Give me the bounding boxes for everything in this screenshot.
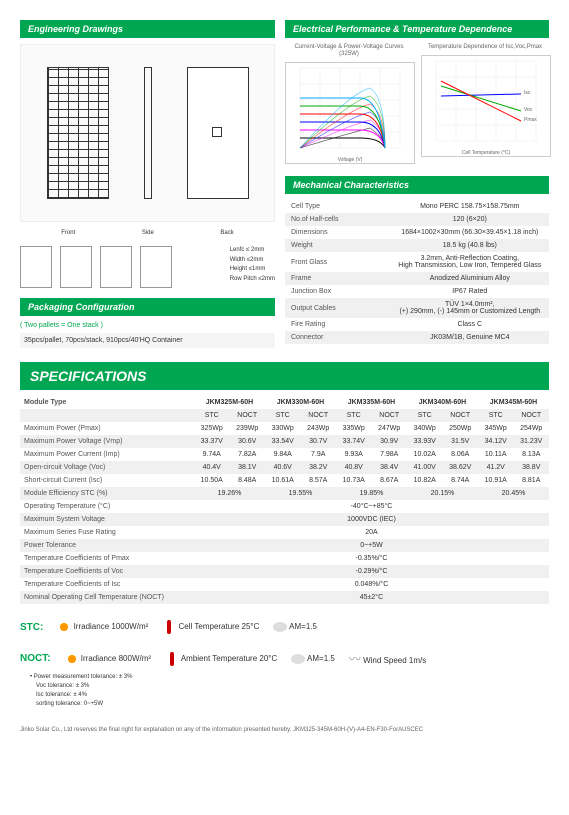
svg-text:Voc: Voc: [524, 107, 533, 113]
svg-text:Isc: Isc: [524, 90, 531, 96]
temp-dep-chart: Isc Voc Pmax Cell Temperature (°C): [421, 55, 551, 157]
heading-spec: SPECIFICATIONS: [20, 362, 549, 390]
dim-rowpitch: Row Pitch ≤2mm: [230, 275, 275, 285]
tol-power: Power measurement tolerance: ± 3%: [34, 674, 133, 680]
eng-drawing-area: [20, 44, 275, 222]
mech-row: FrameAnodized Aluminium Alloy: [285, 272, 549, 285]
spec-row: Nominal Operating Cell Temperature (NOCT…: [20, 591, 549, 604]
spec-row: Maximum Power (Pmax)325Wp239Wp330Wp243Wp…: [20, 422, 549, 435]
pkg-text: 35pcs/pallet, 70pcs/stack, 910pcs/40'HQ …: [20, 333, 275, 348]
profile-2: [60, 246, 92, 288]
wind-icon: 〰: [349, 652, 361, 666]
noct-label: NOCT:: [20, 653, 51, 664]
mech-row: Front Glass3.2mm, Anti-Reflection Coatin…: [285, 252, 549, 272]
spec-row: Maximum Power Voltage (Vmp)33.37V30.6V33…: [20, 435, 549, 448]
stc-label: STC:: [20, 622, 43, 633]
chart-iv-title: Current-Voltage & Power-Voltage Curves (…: [285, 44, 413, 58]
tol-isc: Isc tolerance: ± 4%: [36, 691, 549, 700]
mech-row: No.of Half-cells120 (6×20): [285, 213, 549, 226]
spec-row: Operating Temperature (°C)-40°C~+85°C: [20, 500, 549, 513]
spec-row: Maximum Series Fuse Rating20A: [20, 526, 549, 539]
noct-temp: Ambient Temperature 20°C: [181, 654, 277, 663]
panel-side-view: [144, 67, 152, 199]
spec-row: Maximum System Voltage1000VDC (IEC): [20, 513, 549, 526]
mech-row: Output CablesTÜV 1×4.0mm², (+) 290mm, (-…: [285, 298, 549, 318]
spec-row: Module Efficiency STC (%)19.26%19.55%19.…: [20, 487, 549, 500]
spec-row: Power Tolerance0~+5W: [20, 539, 549, 552]
spec-row: Maximum Power Current (Imp)9.74A7.82A9.8…: [20, 448, 549, 461]
spec-row: STCNOCTSTCNOCTSTCNOCTSTCNOCTSTCNOCT: [20, 409, 549, 422]
mech-row: Cell TypeMono PERC 158.75×158.75mm: [285, 200, 549, 213]
iv-curve-chart: Voltage (V): [285, 62, 415, 164]
sun-icon: [57, 620, 71, 634]
heading-elec: Electrical Performance & Temperature Dep…: [285, 20, 549, 38]
svg-text:Pmax: Pmax: [524, 117, 537, 123]
mech-row: Dimensions1684×1002×30mm (66.30×39.45×1.…: [285, 226, 549, 239]
dim-height: Height ≤1mm: [230, 265, 275, 275]
tol-sort: sorting tolerance: 0~+5W: [36, 700, 549, 709]
spec-row: Short-circuit Current (Isc)10.50A8.48A10…: [20, 474, 549, 487]
pkg-note: ( Two pallets = One stack ): [20, 322, 275, 329]
noct-wind: Wind Speed 1m/s: [363, 656, 426, 665]
dim-lena: Lenfc ≤ 2mm: [230, 246, 275, 256]
cloud-icon: [273, 622, 287, 632]
stc-temp: Cell Temperature 25°C: [179, 622, 260, 631]
stc-am: AM=1.5: [289, 622, 317, 631]
mech-table: Cell TypeMono PERC 158.75×158.75mmNo.of …: [285, 200, 549, 344]
mech-row: ConnectorJK03M/1B, Genuine MC4: [285, 331, 549, 344]
stc-irr: Irradiance 1000W/m²: [74, 622, 149, 631]
thermometer-icon: [167, 620, 171, 634]
dim-width: Width ≤2mm: [230, 256, 275, 266]
profile-4: [140, 246, 172, 288]
spec-row: Temperature Coefficients of Voc-0.29%/°C: [20, 565, 549, 578]
svg-text:Cell Temperature (°C): Cell Temperature (°C): [462, 150, 511, 156]
spec-row: Open-circuit Voltage (Voc)40.4V38.1V40.6…: [20, 461, 549, 474]
panel-front-view: [47, 67, 109, 199]
label-back: Back: [220, 230, 233, 236]
sun-icon: [65, 652, 79, 666]
heading-pkg: Packaging Configuration: [20, 298, 275, 316]
label-front: Front: [61, 230, 75, 236]
noct-am: AM=1.5: [307, 654, 335, 663]
chart-temp-title: Temperature Dependence of Isc,Voc,Pmax: [421, 44, 549, 51]
mech-row: Fire RatingClass C: [285, 318, 549, 331]
tol-voc: Voc tolerance: ± 3%: [36, 682, 549, 691]
mech-row: Junction BoxIP67 Rated: [285, 285, 549, 298]
footer-text: Jinko Solar Co., Ltd reserves the final …: [20, 727, 549, 733]
panel-back-view: [187, 67, 249, 199]
profile-1: [20, 246, 52, 288]
profile-3: [100, 246, 132, 288]
label-side: Side: [142, 230, 154, 236]
spec-row: Module TypeJKM325M-60HJKM330M-60HJKM335M…: [20, 396, 549, 409]
cloud-icon: [291, 654, 305, 664]
spec-table: Module TypeJKM325M-60HJKM330M-60HJKM335M…: [20, 396, 549, 604]
thermometer-icon: [170, 652, 174, 666]
noct-irr: Irradiance 800W/m²: [81, 654, 151, 663]
spec-row: Temperature Coefficients of Isc0.048%/°C: [20, 578, 549, 591]
heading-mech: Mechanical Characteristics: [285, 176, 549, 194]
spec-row: Temperature Coefficients of Pmax-0.35%/°…: [20, 552, 549, 565]
heading-eng-drawings: Engineering Drawings: [20, 20, 275, 38]
svg-text:Voltage (V): Voltage (V): [338, 157, 363, 163]
mech-row: Weight18.5 kg (40.8 lbs): [285, 239, 549, 252]
